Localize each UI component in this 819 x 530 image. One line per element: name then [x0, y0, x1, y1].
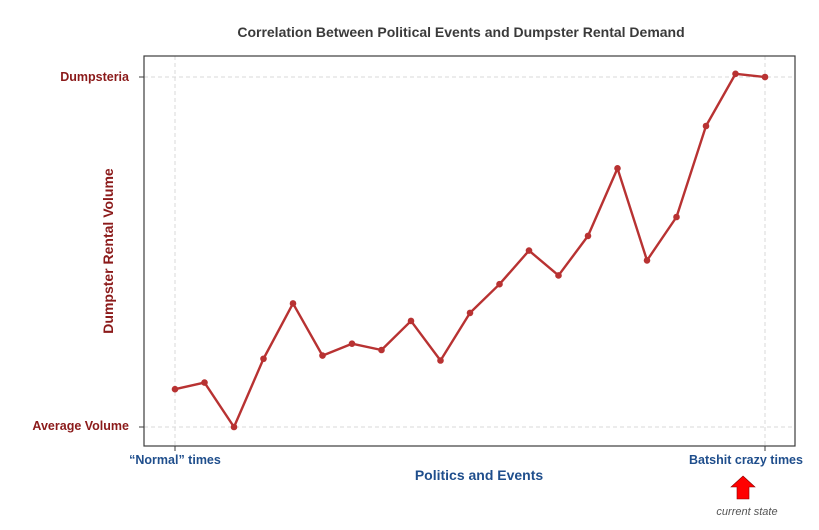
data-point: [702, 122, 710, 130]
up-arrow-icon: [730, 475, 756, 500]
x-tick-label-right: Batshit crazy times: [689, 453, 803, 467]
data-point: [171, 385, 179, 393]
data-point: [466, 309, 474, 317]
data-point: [584, 232, 592, 240]
data-point: [407, 317, 415, 325]
y-axis-label: Dumpster Rental Volume: [100, 168, 116, 334]
x-tick-label-left: “Normal” times: [129, 453, 221, 467]
data-point: [614, 165, 621, 172]
data-point: [201, 379, 208, 386]
data-point: [673, 213, 680, 221]
data-point: [761, 73, 769, 81]
series-line: [174, 72, 766, 429]
data-point: [378, 346, 385, 354]
data-point: [525, 247, 533, 254]
y-tick-label-top: Dumpsteria: [60, 70, 130, 84]
data-point: [643, 257, 651, 264]
current-state-annotation: current state: [716, 506, 777, 518]
data-point: [555, 272, 562, 279]
chart-title: Correlation Between Political Events and…: [237, 24, 684, 40]
grid-lines: [144, 56, 795, 446]
series-line-group: [171, 70, 769, 431]
data-point: [230, 423, 238, 431]
data-point: [260, 355, 267, 363]
axis-ticks: [139, 76, 766, 451]
data-point: [319, 352, 326, 359]
data-point: [289, 300, 297, 307]
plot-frame: [143, 55, 796, 447]
x-axis-label: Politics and Events: [415, 467, 544, 483]
data-point: [437, 357, 444, 364]
data-point: [348, 340, 356, 348]
y-tick-label-bottom: Average Volume: [32, 419, 129, 433]
data-point: [496, 280, 503, 288]
data-point: [732, 70, 739, 78]
